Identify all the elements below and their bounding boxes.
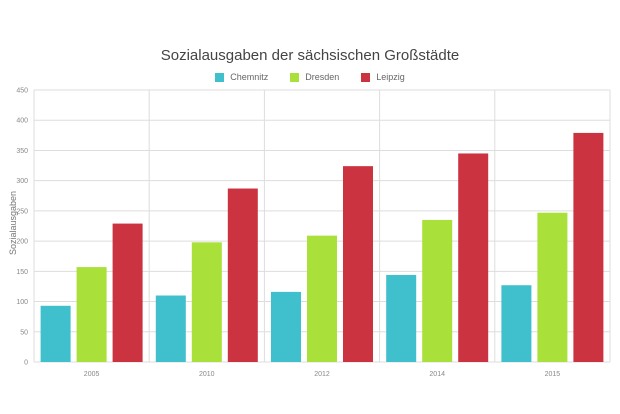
bar-dresden-2012[interactable] [307,235,337,362]
x-tick-label: 2010 [199,371,215,378]
bar-leipzig-2005[interactable] [112,223,143,362]
x-tick-label: 2015 [545,371,561,378]
bar-dresden-2010[interactable] [191,242,222,362]
legend-label-leipzig: Leipzig [376,72,405,82]
legend-item-dresden[interactable]: Dresden [290,72,339,82]
bar-leipzig-2012[interactable] [343,166,373,362]
bar-dresden-2014[interactable] [422,219,453,362]
y-tick-label: 0 [24,360,28,367]
legend-item-chemnitz[interactable]: Chemnitz [215,72,268,82]
bar-chemnitz-2005[interactable] [40,305,71,362]
bar-chemnitz-2014[interactable] [386,274,417,362]
bar-leipzig-2014[interactable] [458,153,489,362]
x-tick-label: 2014 [429,371,445,378]
y-tick-label: 300 [16,178,28,185]
x-tick-label: 2012 [314,371,330,378]
y-tick-label: 450 [16,88,28,95]
legend-swatch-dresden [290,72,300,82]
bar-chemnitz-2010[interactable] [155,295,186,362]
y-tick-label: 50 [20,329,28,336]
bar-dresden-2005[interactable] [76,267,107,362]
legend: Chemnitz Dresden Leipzig [0,72,620,82]
chart-title: Sozialausgaben der sächsischen Großstädt… [160,47,460,64]
bar-leipzig-2015[interactable] [573,132,604,362]
y-tick-label: 200 [16,239,28,246]
legend-label-chemnitz: Chemnitz [230,72,269,82]
bar-chemnitz-2015[interactable] [501,285,532,362]
y-tick-label: 100 [16,299,28,306]
legend-item-leipzig[interactable]: Leipzig [361,72,405,82]
y-tick-label: 400 [16,118,28,125]
y-tick-label: 250 [16,208,28,215]
legend-swatch-leipzig [361,72,371,82]
bar-leipzig-2010[interactable] [227,188,258,362]
x-tick-label: 2005 [84,371,100,378]
legend-label-dresden: Dresden [305,72,340,82]
bar-dresden-2015[interactable] [537,212,568,362]
bar-chemnitz-2012[interactable] [271,291,301,362]
legend-swatch-chemnitz [215,72,225,82]
y-tick-label: 350 [16,148,28,155]
y-tick-label: 150 [16,269,28,276]
